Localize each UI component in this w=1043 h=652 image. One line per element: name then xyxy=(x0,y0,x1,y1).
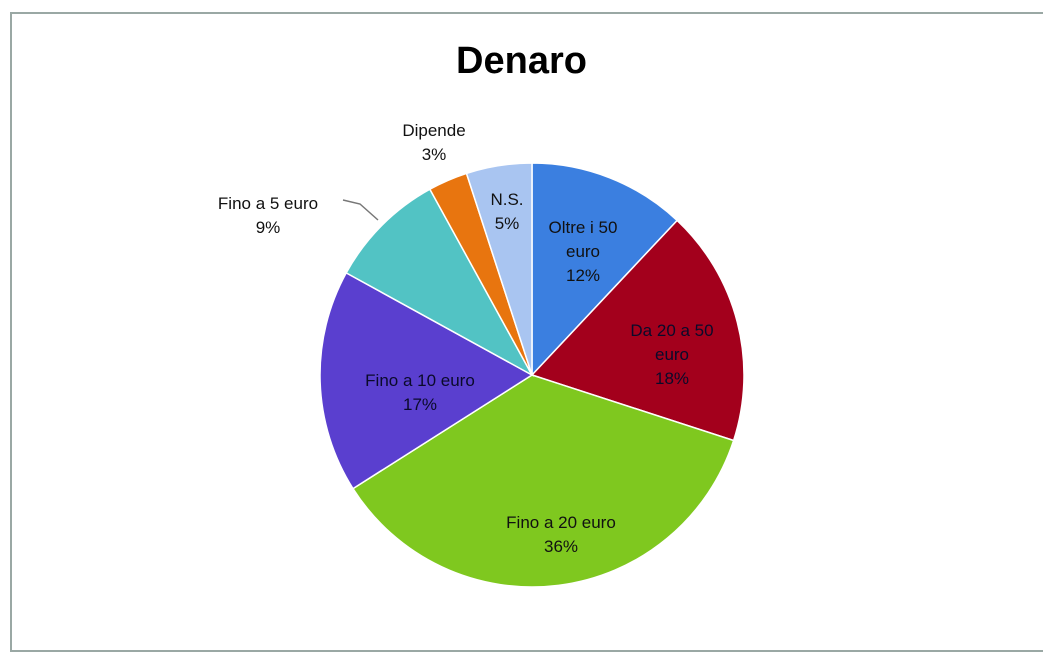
slice-label: N.S. 5% xyxy=(477,188,537,236)
leader-line xyxy=(342,199,379,221)
pie-slice xyxy=(351,374,735,588)
value-label: 3% xyxy=(421,145,447,164)
value-label: 5% xyxy=(494,214,520,233)
pie-slice xyxy=(319,271,534,490)
pie-slice xyxy=(465,162,533,376)
pie-slice xyxy=(531,162,679,377)
value-label: 17% xyxy=(402,395,438,414)
slice-label: Da 20 a 50 euro 18% xyxy=(617,319,727,391)
category-label: N.S. xyxy=(490,190,524,209)
slice-label: Dipende 3% xyxy=(374,119,494,167)
value-label: 12% xyxy=(565,266,601,285)
value-label: 18% xyxy=(654,369,690,388)
category-label: Dipende xyxy=(402,121,466,140)
slice-label: Fino a 20 euro 36% xyxy=(461,511,661,559)
category-label: Fino a 5 euro xyxy=(217,194,319,213)
category-label: Fino a 20 euro xyxy=(506,513,616,532)
slice-label: Oltre i 50 euro 12% xyxy=(533,216,633,288)
category-label: Fino a 10 euro xyxy=(365,371,475,390)
value-label: 36% xyxy=(543,537,579,556)
category-label: Da 20 a 50 euro xyxy=(630,321,714,364)
pie-slice xyxy=(530,219,745,442)
value-label: 9% xyxy=(255,218,281,237)
slice-label: Fino a 10 euro 17% xyxy=(320,369,520,417)
pie-slice xyxy=(345,188,534,377)
category-label: Oltre i 50 euro xyxy=(548,218,618,261)
slice-label: Fino a 5 euro 9% xyxy=(168,192,368,240)
chart-title: Denaro xyxy=(456,40,587,82)
